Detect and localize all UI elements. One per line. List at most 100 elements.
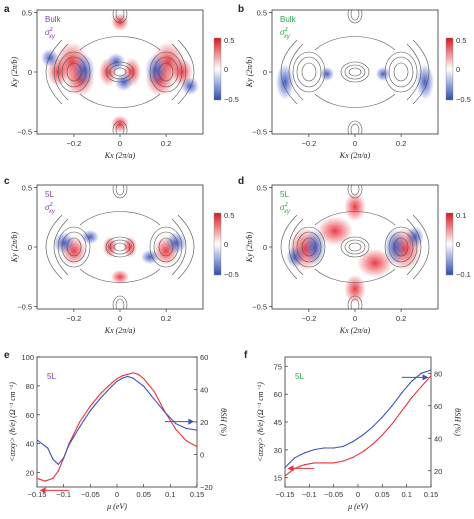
data-point-red	[372, 443, 374, 445]
fermi-contour	[105, 61, 135, 83]
x-axis-label: μ (eV)	[106, 502, 127, 511]
data-point-blue	[57, 463, 59, 465]
data-point-red	[352, 456, 354, 458]
fermi-contour	[112, 295, 128, 309]
y-left-axis-label: <σzxy> (ħ/e) (Ω⁻¹ cm⁻¹)	[8, 382, 17, 462]
data-point-red	[57, 470, 59, 472]
panel-a-kspace-map: a Bulk σz xy −0.2 0 0.2 0.5 0 −0.5 Kx (2π/a) Ky (2π…	[4, 4, 239, 160]
colorbar-min-label: −0.5	[224, 95, 239, 104]
data-point-red	[132, 372, 134, 374]
blue-arrowhead	[188, 418, 195, 425]
y-right-tick-label: 20	[434, 467, 442, 476]
negative-region	[375, 66, 391, 82]
colorbar-zero-label: 0	[224, 65, 228, 74]
fermi-contour	[53, 43, 69, 101]
y-left-tick-label: 20	[26, 469, 34, 478]
y-left-tick-label: 75	[274, 362, 282, 371]
fermi-contour	[109, 239, 131, 255]
x-tick-label: 0	[118, 314, 122, 323]
fermi-contour	[66, 237, 82, 257]
fermi-contour	[79, 211, 161, 283]
positive-region	[111, 269, 129, 285]
data-point-blue	[323, 447, 325, 449]
data-point-blue	[372, 426, 374, 428]
data-point-red	[52, 477, 54, 479]
fermi-contour	[113, 67, 127, 77]
colorbar-max-label: 0.5	[224, 36, 234, 45]
fermi-contour	[57, 51, 91, 93]
map-component-label: σz xy	[280, 202, 291, 215]
panel-b-kspace-map: b Bulk σz xy −0.2 0 0.2 0.5 0 −0.5 Kx (2π/a) Ky (2π…	[238, 4, 471, 160]
data-point-blue	[47, 447, 49, 449]
colorbar-min-label: −0.5	[224, 270, 239, 279]
negative-region	[181, 77, 199, 95]
panel-letter-d: d	[238, 176, 244, 187]
data-point-red	[410, 397, 413, 399]
fermi-contour	[340, 61, 370, 83]
fermi-contour	[112, 120, 128, 134]
data-point-blue	[352, 440, 354, 443]
y-left-tick-label: 60	[26, 411, 34, 420]
data-point-red	[127, 373, 129, 375]
colorbar-max-label: 0.5	[456, 36, 466, 45]
fermi-contour	[288, 43, 304, 101]
fermi-contour	[171, 43, 187, 101]
y-right-tick-label: 20	[200, 418, 208, 427]
map-label: Bulk	[45, 15, 62, 24]
fermi-contour	[112, 185, 128, 199]
data-point-red	[196, 445, 198, 448]
data-point-red	[79, 421, 81, 423]
fermi-contour	[301, 62, 317, 82]
y-right-tick-label: 40	[200, 386, 208, 395]
data-point-blue	[185, 427, 187, 430]
negative-region	[416, 64, 434, 100]
plot-frame	[284, 356, 432, 488]
data-point-red	[381, 434, 383, 436]
y-tick-label: −0.5	[252, 303, 267, 312]
data-point-red	[137, 373, 139, 375]
x-axis-label: Kx (2π/a)	[339, 326, 371, 335]
x-tick-label: −0.2	[66, 139, 81, 148]
data-point-blue	[303, 452, 306, 454]
data-point-blue	[175, 423, 177, 425]
data-point-blue	[111, 385, 113, 387]
x-tick-label: 0	[356, 490, 360, 499]
data-point-blue	[116, 380, 118, 382]
fermi-contour	[412, 39, 430, 105]
y-tick-label: −0.5	[252, 128, 267, 137]
negative-region	[145, 53, 167, 87]
fermi-contour	[105, 236, 135, 258]
data-point-blue	[381, 416, 383, 418]
data-point-red	[89, 405, 91, 407]
data-point-blue	[121, 377, 123, 379]
data-point-red	[430, 374, 432, 377]
fermi-contour	[347, 295, 363, 309]
positive-region	[344, 274, 366, 304]
fermi-contour	[350, 10, 360, 21]
fermi-contour	[66, 62, 82, 82]
fermi-contour	[348, 242, 362, 252]
data-point-red	[303, 464, 306, 466]
fermi-contour	[388, 56, 414, 88]
fermi-contour	[153, 56, 179, 88]
data-point-red	[111, 382, 113, 384]
x-tick-label: 0.2	[396, 139, 406, 148]
negative-region	[276, 64, 294, 100]
colorbar-min-label: −0.1	[456, 270, 471, 279]
x-tick-label: −0.2	[301, 314, 316, 323]
fermi-contour	[384, 51, 418, 93]
fermi-contour	[384, 226, 418, 268]
data-point-red	[175, 428, 177, 430]
fermi-contour	[177, 214, 195, 280]
data-point-blue	[362, 434, 364, 436]
negative-region	[319, 66, 335, 82]
map-content	[276, 10, 434, 134]
y-right-tick-label: 40	[434, 434, 442, 443]
fermi-contour	[350, 298, 360, 309]
x-axis-label: μ (eV)	[347, 502, 368, 511]
panel-letter-f: f	[244, 350, 248, 361]
colorbar	[445, 212, 454, 276]
x-tick-label: 0.2	[161, 139, 171, 148]
panel-letter-c: c	[4, 176, 10, 187]
data-point-blue	[132, 377, 134, 379]
